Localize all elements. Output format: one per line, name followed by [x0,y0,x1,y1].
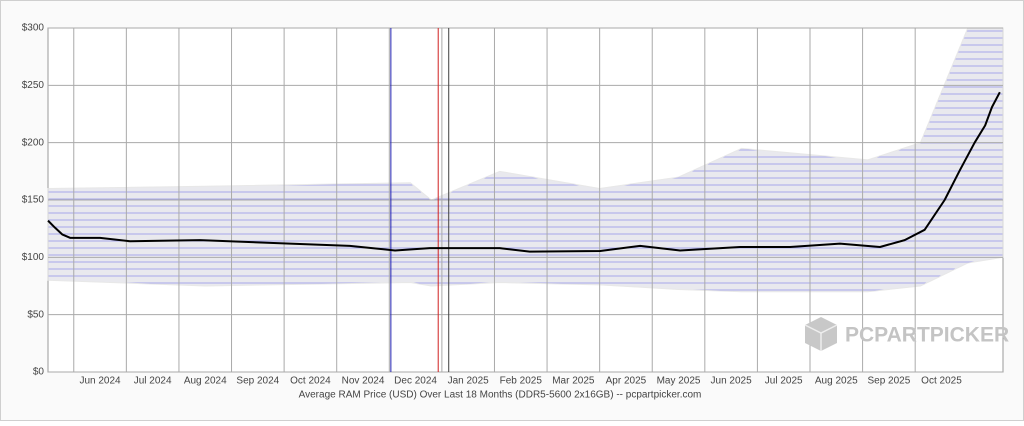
x-tick-label: Feb 2025 [500,376,543,387]
x-tick-label: Mar 2025 [552,376,595,387]
y-tick-label: $50 [27,309,44,320]
y-tick-label: $200 [22,137,45,148]
x-tick-label: Aug 2024 [184,376,227,387]
x-tick-label: Aug 2025 [815,376,858,387]
y-tick-label: $0 [33,367,45,378]
x-tick-label: Jun 2025 [711,376,753,387]
x-tick-label: Apr 2025 [606,376,647,387]
y-tick-label: $100 [22,252,45,263]
x-tick-label: Jul 2025 [765,376,803,387]
x-tick-label: Oct 2024 [290,376,331,387]
x-tick-label: Jul 2024 [134,376,172,387]
watermark: PCPARTPICKER [804,317,1009,351]
x-tick-label: Jan 2025 [448,376,490,387]
x-tick-label: Sep 2025 [867,376,910,387]
x-tick-label: Nov 2024 [342,376,385,387]
x-tick-label: May 2025 [657,376,701,387]
y-tick-label: $150 [22,195,45,206]
x-tick-label: Dec 2024 [394,376,437,387]
x-axis-title: Average RAM Price (USD) Over Last 18 Mon… [299,390,702,401]
y-tick-label: $300 [22,23,45,34]
price-line [47,91,1001,253]
watermark-text: PCPARTPICKER [845,324,1009,347]
x-tick-label: Jun 2024 [79,376,121,387]
y-tick-label: $250 [22,80,45,91]
x-tick-label: Oct 2025 [921,376,962,387]
x-tick-label: Sep 2024 [236,376,279,387]
